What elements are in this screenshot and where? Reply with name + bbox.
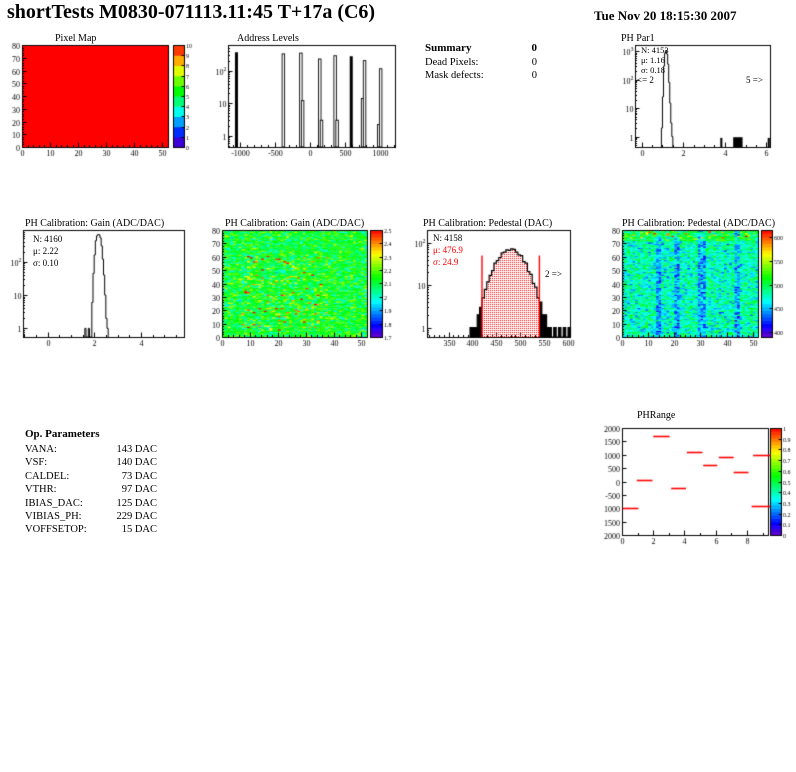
stats-box-ph-par1: N: 4153 μ: 1.16 σ: 0.18 xyxy=(641,45,669,75)
summary-label: Mask defects: xyxy=(425,70,484,81)
summary-label: Dead Pixels: xyxy=(425,57,479,68)
pedestal-histogram-plot xyxy=(400,210,600,358)
op-param-label: VTHR: xyxy=(25,484,57,496)
stat-entries: N: 4153 xyxy=(641,45,669,55)
ph-range-plot xyxy=(600,405,796,553)
summary-row-dead-pixels: Dead Pixels: 0 xyxy=(425,56,537,69)
stat-sigma: σ: 0.10 xyxy=(33,258,59,268)
op-param-row-voffsetop: VOFFSETOP: 15 DAC xyxy=(25,523,157,536)
op-param-label: VOFFSETOP: xyxy=(25,524,87,536)
summary-total: 0 xyxy=(531,42,538,54)
annotation-overflow-cut: 5 => xyxy=(746,75,763,85)
op-param-value: 125 DAC xyxy=(116,497,157,509)
stat-mean: μ: 2.22 xyxy=(33,246,59,256)
op-param-row-vthr: VTHR: 97 DAC xyxy=(25,483,157,496)
summary-title: Summary xyxy=(425,42,472,54)
stat-sigma: σ: 0.18 xyxy=(641,65,665,75)
summary-block: Summary 0 Dead Pixels: 0 Mask defects: 0 xyxy=(425,42,537,82)
page-title: shortTests M0830-071113.11:45 T+17a (C6) xyxy=(7,1,376,23)
op-parameters-block: Op. Parameters VANA: 143 DAC VSF: 140 DA… xyxy=(25,428,157,537)
timestamp: Tue Nov 20 18:15:30 2007 xyxy=(594,8,737,23)
summary-value: 0 xyxy=(531,57,537,68)
summary-value: 0 xyxy=(531,70,537,81)
op-param-value: 97 DAC xyxy=(121,484,157,496)
op-param-label: CALDEL: xyxy=(25,470,70,482)
stat-sigma: σ: 24.9 xyxy=(433,257,459,267)
gain-map-plot xyxy=(200,210,400,358)
stats-box-pedestal: N: 4158 μ: 476.9 σ: 24.9 xyxy=(433,232,463,268)
annotation-underflow-cut: <= 2 xyxy=(637,75,654,85)
address-levels-plot xyxy=(200,30,400,165)
op-param-label: IBIAS_DAC: xyxy=(25,497,83,509)
op-param-value: 140 DAC xyxy=(116,457,157,469)
stat-mean: μ: 476.9 xyxy=(433,245,463,255)
ph-par1-plot xyxy=(600,30,796,165)
gain-histogram-plot xyxy=(0,210,200,358)
op-param-label: VANA: xyxy=(25,444,57,455)
op-param-value: 73 DAC xyxy=(121,470,157,482)
op-parameters-title: Op. Parameters xyxy=(25,428,100,440)
op-param-row-ibias-dac: IBIAS_DAC: 125 DAC xyxy=(25,497,157,510)
op-param-row-caldel: CALDEL: 73 DAC xyxy=(25,470,157,483)
op-param-value: 15 DAC xyxy=(121,524,157,536)
pixel-map-plot xyxy=(0,30,200,165)
annotation-pedestal-overflow: 2 => xyxy=(545,269,562,279)
op-param-label: VSF: xyxy=(25,457,48,469)
op-param-row-vana: VANA: 143 DAC xyxy=(25,443,157,456)
stat-entries: N: 4160 xyxy=(33,234,63,244)
stat-entries: N: 4158 xyxy=(433,233,463,243)
stat-mean: μ: 1.16 xyxy=(641,55,665,65)
op-param-label: VIBIAS_PH: xyxy=(25,511,82,523)
op-param-row-vibias-ph: VIBIAS_PH: 229 DAC xyxy=(25,510,157,523)
op-param-row-vsf: VSF: 140 DAC xyxy=(25,456,157,469)
stats-box-gain: N: 4160 μ: 2.22 σ: 0.10 xyxy=(33,233,62,269)
op-param-value: 143 DAC xyxy=(116,444,157,455)
op-param-value: 229 DAC xyxy=(116,511,157,523)
pedestal-map-plot xyxy=(600,210,796,358)
summary-row-mask-defects: Mask defects: 0 xyxy=(425,69,537,82)
